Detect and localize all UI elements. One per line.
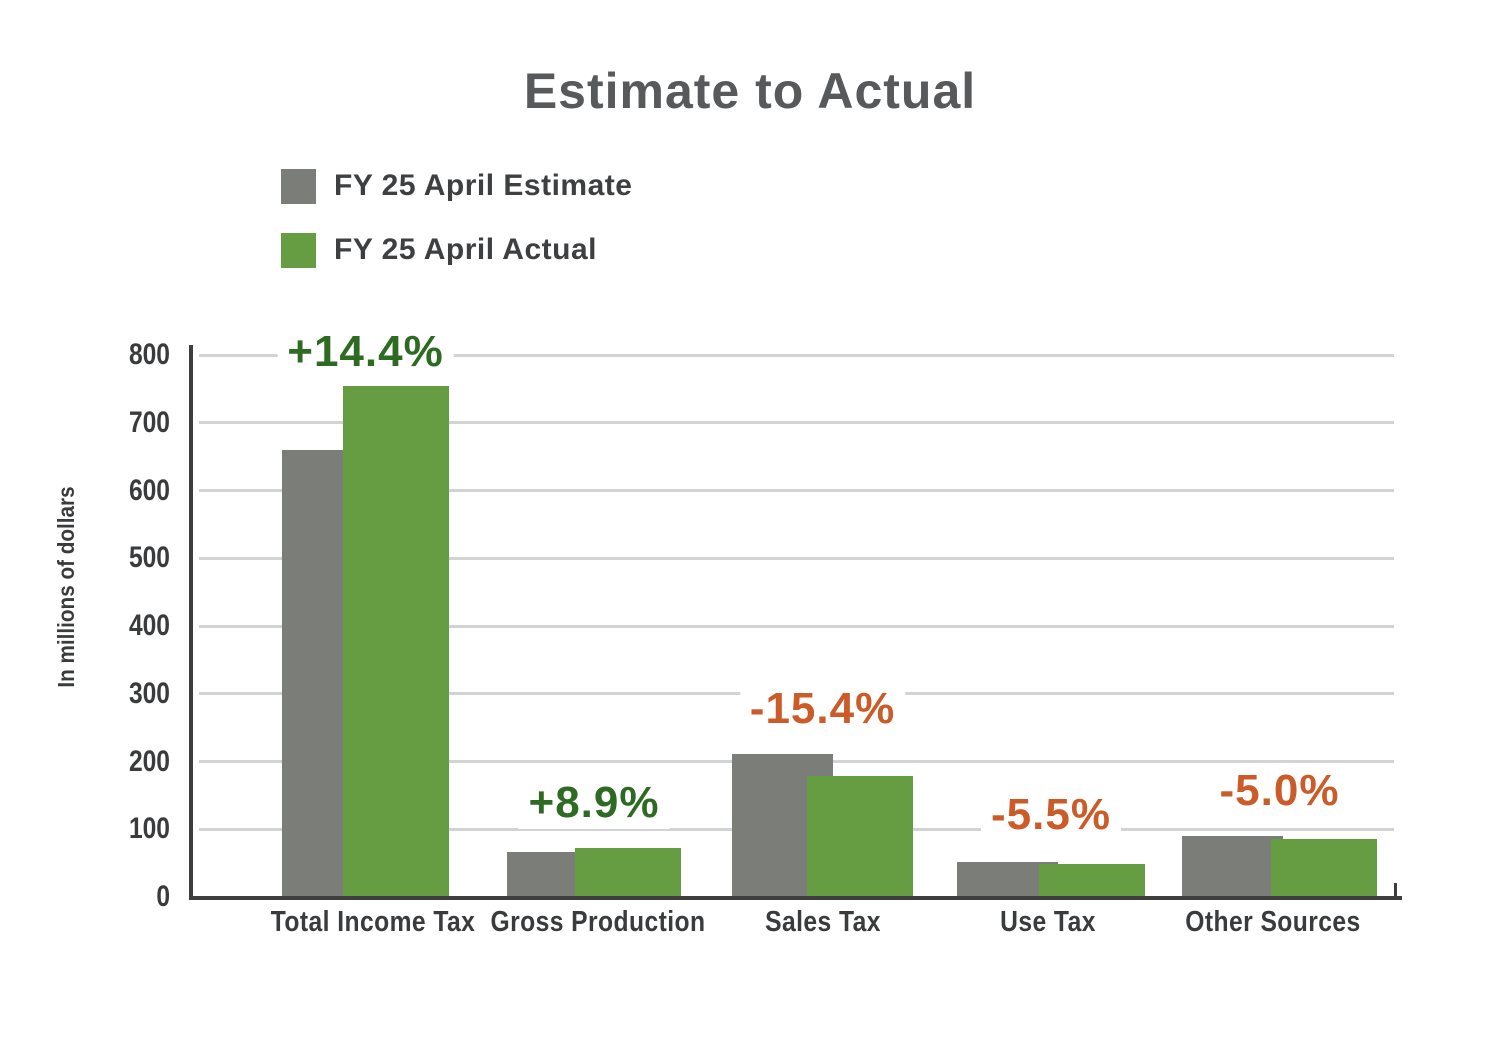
y-tick-label-500: 500 <box>128 541 170 575</box>
chart-title: Estimate to Actual <box>523 63 977 119</box>
gridline-500 <box>199 556 1394 560</box>
legend-label-estimate: FY 25 April Estimate <box>334 169 633 202</box>
y-tick-label-100: 100 <box>128 812 170 846</box>
bar-actual-0 <box>343 385 449 896</box>
pct-delta-label-0: +14.4% <box>277 325 454 378</box>
y-axis-title: In millions of dollars <box>53 486 79 688</box>
legend: FY 25 April Estimate FY 25 April Actual <box>281 168 632 268</box>
y-tick-label-400: 400 <box>128 609 170 642</box>
pct-delta-label-2: -15.4% <box>739 683 906 736</box>
legend-swatch-actual <box>281 232 316 268</box>
gridline-400 <box>199 624 1394 628</box>
x-category-label-3: Use Tax <box>1000 906 1096 938</box>
y-axis-line <box>189 345 193 900</box>
bar-actual-3 <box>1039 864 1145 896</box>
y-tick-label-200: 200 <box>128 744 170 778</box>
x-axis-end-tick <box>1393 883 1397 897</box>
bar-actual-1 <box>575 847 681 896</box>
x-axis-line <box>189 896 1402 900</box>
x-category-label-2: Sales Tax <box>765 906 881 938</box>
legend-label-actual: FY 25 April Actual <box>334 233 597 266</box>
y-tick-label-300: 300 <box>128 676 170 710</box>
legend-item-actual: FY 25 April Actual <box>281 232 632 268</box>
y-tick-label-600: 600 <box>128 473 170 507</box>
bar-estimate-4 <box>1182 836 1283 896</box>
legend-swatch-estimate <box>281 168 316 204</box>
bar-actual-4 <box>1271 839 1377 896</box>
y-tick-label-800: 800 <box>128 338 170 371</box>
pct-delta-label-1: +8.9% <box>518 776 670 829</box>
y-tick-label-0: 0 <box>156 880 170 913</box>
legend-item-estimate: FY 25 April Estimate <box>281 168 632 204</box>
gridline-600 <box>199 489 1394 492</box>
bar-actual-2 <box>807 776 913 896</box>
pct-delta-label-3: -5.5% <box>981 789 1121 842</box>
gridline-800 <box>199 353 1394 357</box>
x-category-label-4: Other Sources <box>1185 906 1361 938</box>
gridline-700 <box>199 421 1394 425</box>
pct-delta-label-4: -5.0% <box>1209 765 1350 818</box>
x-category-label-0: Total Income Tax <box>270 906 476 938</box>
x-category-label-1: Gross Production <box>490 906 706 938</box>
y-tick-label-700: 700 <box>128 405 170 439</box>
